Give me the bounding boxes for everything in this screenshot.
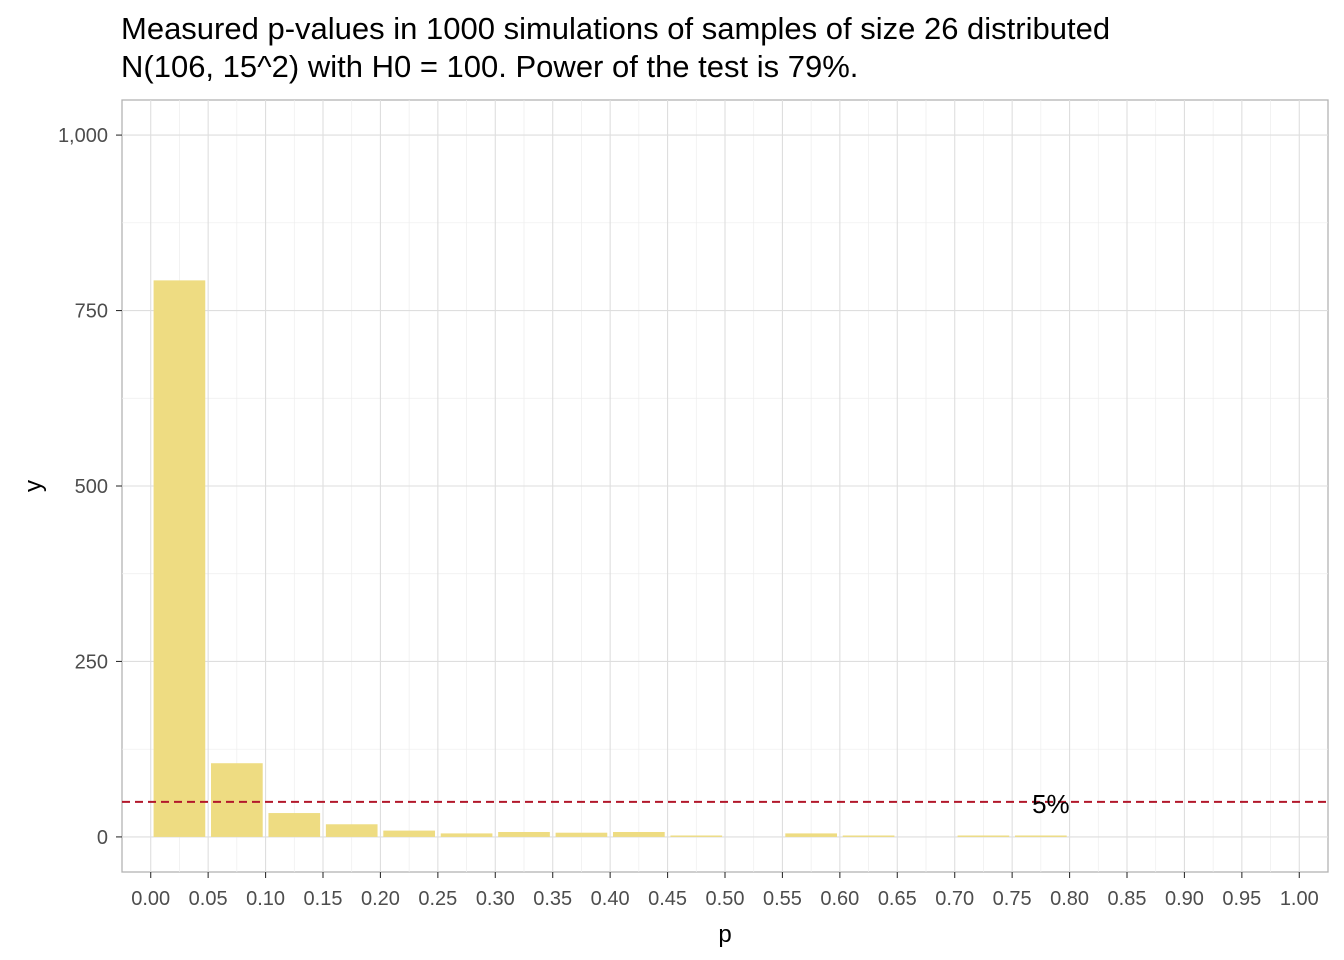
histogram-bar [268,813,321,837]
histogram-bar [785,833,837,837]
x-tick-label: 0.25 [418,888,457,910]
x-tick-label: 0.15 [304,888,343,910]
reference-line-group: 5% [122,789,1328,819]
histogram-bar [842,835,895,837]
histogram-bar [957,835,1010,837]
y-tick-label: 500 [75,476,108,498]
reference-line-label: 5% [1032,789,1070,819]
x-tick-label: 0.95 [1222,888,1261,910]
histogram-bar [211,763,263,837]
x-tick-label: 0.50 [706,888,745,910]
x-tick-label: 1.00 [1280,888,1319,910]
x-tick-label: 0.30 [476,888,515,910]
x-tick-label: 0.65 [878,888,917,910]
histogram-bar [325,824,378,837]
y-tick-label: 1,000 [58,125,108,147]
x-tick-label: 0.85 [1108,888,1147,910]
y-axis: 0 250 500 750 1,000 [58,125,122,849]
histogram-bar [555,832,608,837]
histogram-bar [383,830,435,837]
histogram-bar [670,835,723,837]
x-tick-label: 0.70 [935,888,974,910]
y-tick-label: 250 [75,651,108,673]
x-tick-label: 0.80 [1050,888,1089,910]
histogram-bar [1015,835,1067,837]
x-tick-label: 0.20 [361,888,400,910]
histogram-bar [613,831,665,837]
x-tick-label: 0.75 [993,888,1032,910]
y-tick-label: 750 [75,301,108,323]
x-tick-label: 0.90 [1165,888,1204,910]
major-gridlines [122,100,1328,872]
x-axis: 0.00 0.05 0.10 0.15 0.20 0.25 0.30 0.35 0.40 0.45… [131,872,1319,910]
x-tick-label: 0.40 [591,888,630,910]
y-axis-title: y [20,480,47,492]
histogram-bar [153,280,206,837]
histogram-bar [440,833,493,837]
y-tick-label: 0 [97,827,108,849]
x-tick-label: 0.10 [246,888,285,910]
x-tick-label: 0.35 [533,888,572,910]
x-axis-title: p [718,921,731,948]
x-tick-label: 0.05 [189,888,228,910]
x-tick-label: 0.55 [763,888,802,910]
histogram-bar [498,831,550,837]
x-tick-label: 0.45 [648,888,687,910]
chart-title: Measured p-values in 1000 simulations of… [121,11,1111,84]
histogram-bars [153,280,1067,837]
x-tick-label: 0.00 [131,888,170,910]
x-tick-label: 0.60 [820,888,859,910]
